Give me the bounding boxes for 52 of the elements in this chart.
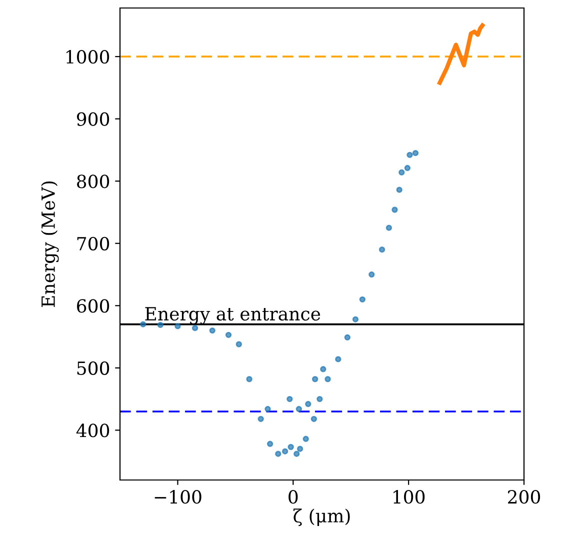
x-tick-label: 200	[508, 490, 540, 504]
point	[359, 296, 366, 303]
point	[398, 169, 405, 176]
y-tick-label: 800	[77, 174, 110, 188]
y-tick-label: 600	[77, 299, 110, 313]
point	[305, 400, 312, 408]
point	[296, 406, 302, 412]
point	[312, 376, 318, 382]
point	[225, 332, 232, 338]
point	[236, 341, 242, 348]
point	[386, 224, 392, 231]
y-tick-label: 900	[76, 112, 110, 126]
point	[192, 324, 198, 332]
point	[275, 450, 282, 457]
point	[310, 416, 318, 422]
point	[396, 186, 402, 193]
point	[209, 327, 216, 334]
y-tick-label: 700	[77, 236, 110, 250]
point	[320, 366, 326, 372]
line-series	[438, 23, 485, 85]
y-tick-label: 400	[76, 424, 110, 438]
point	[266, 440, 274, 447]
point	[378, 246, 386, 253]
point	[264, 406, 271, 412]
point	[316, 396, 323, 402]
point	[344, 334, 350, 341]
x-tick-label: −100	[154, 490, 202, 504]
y-tick-label: 500	[77, 361, 110, 376]
x-axis-title: ζ (μm)	[293, 508, 350, 526]
point	[294, 450, 300, 457]
point	[302, 436, 309, 442]
point	[296, 446, 304, 452]
point	[258, 416, 264, 422]
point	[406, 152, 413, 158]
point	[140, 321, 146, 328]
point	[286, 396, 293, 402]
point	[174, 323, 181, 330]
point	[404, 164, 411, 172]
point	[288, 444, 294, 450]
y-axis-title: Energy (MeV)	[41, 181, 59, 307]
x-tick-label: 0	[288, 490, 298, 504]
point	[324, 376, 331, 382]
point	[368, 271, 375, 278]
point	[352, 316, 359, 322]
x-tick-label: 100	[394, 490, 425, 504]
point	[412, 150, 419, 156]
point	[335, 356, 342, 362]
point	[282, 448, 288, 454]
point	[392, 206, 398, 213]
point	[246, 376, 252, 382]
y-tick-label: 1000	[66, 50, 110, 64]
ref-line-label: Energy at entrance	[145, 307, 320, 324]
